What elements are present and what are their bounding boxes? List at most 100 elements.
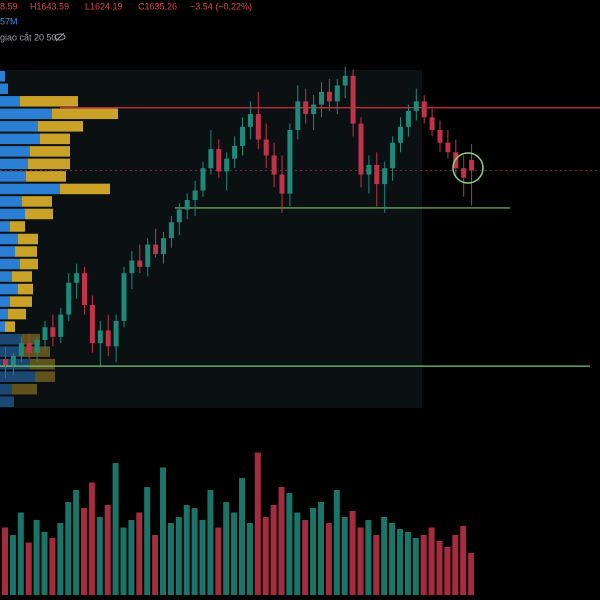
highlight-circle [452, 152, 484, 184]
candle-body [113, 320, 119, 347]
candle-body [263, 139, 269, 156]
volume-bar [191, 508, 198, 595]
volume-bar [2, 527, 8, 595]
volume-bar [144, 487, 151, 595]
candle-body [105, 330, 111, 347]
volume-bar [333, 490, 340, 595]
volume-bar [231, 512, 238, 595]
profile-down [8, 308, 26, 320]
volume-bar [49, 538, 56, 595]
profile-up [0, 258, 20, 270]
profile-up [0, 108, 52, 120]
profile-up [0, 396, 14, 407]
profile-down [25, 208, 53, 220]
volume-bar [420, 535, 427, 595]
profile-down [10, 296, 32, 307]
profile-up [0, 171, 26, 182]
volume-bar [294, 512, 301, 595]
volume-bar [278, 487, 285, 595]
profile-down [30, 358, 55, 370]
profile-up [0, 371, 35, 382]
volume-bar [404, 532, 411, 595]
candle-body [184, 200, 190, 210]
profile-down [18, 283, 33, 295]
volume-bar [136, 512, 143, 595]
candle-body [216, 149, 222, 172]
profile-up [0, 333, 22, 345]
volume-bar [373, 535, 380, 595]
volume-bar [57, 523, 64, 595]
candle-body [461, 168, 467, 178]
volume-bar [167, 523, 174, 595]
profile-up [0, 133, 40, 145]
volume-bar [239, 478, 245, 595]
profile-down [60, 183, 110, 195]
candle-body [50, 327, 56, 337]
profile-up [0, 233, 18, 245]
profile-up [0, 96, 20, 107]
profile-down [12, 271, 32, 282]
candle-body [319, 91, 324, 105]
volume-bar [389, 523, 396, 595]
candle-body [350, 75, 356, 124]
candle-body [469, 159, 475, 171]
profile-down [30, 146, 70, 157]
candle-body [66, 282, 72, 315]
candle-body [26, 343, 32, 353]
candle-body [153, 244, 159, 255]
volume-bar [381, 517, 388, 595]
volume-bar [41, 532, 48, 595]
profile-up [0, 346, 20, 357]
volume-bar [460, 526, 467, 595]
profile-down [12, 383, 37, 395]
profile-down [22, 196, 52, 207]
volume-bar [96, 517, 103, 595]
profile-up [0, 83, 8, 95]
candle-body [232, 145, 238, 159]
candle-body [445, 142, 451, 153]
volume-bar [104, 505, 111, 595]
open: 8.59 [0, 1, 18, 11]
volume-bar [207, 490, 214, 595]
volume-label: 57M [0, 16, 18, 26]
volume-bar [270, 505, 277, 595]
profile-down [5, 321, 15, 332]
candle-body [279, 174, 285, 194]
volume-bar [33, 520, 40, 595]
volume-bar [183, 505, 190, 595]
volume-bar [310, 508, 317, 595]
close: C1635.26 [138, 1, 177, 11]
candle-body [326, 91, 332, 102]
profile-down [52, 108, 118, 120]
candle-body [74, 273, 80, 283]
profile-down [26, 171, 66, 182]
profile-up [0, 246, 15, 257]
volume-bar [325, 523, 332, 595]
candle-body [168, 222, 174, 239]
candle-body [3, 359, 8, 366]
profile-up [0, 158, 28, 170]
volume-bar [17, 512, 24, 595]
candle-body [18, 343, 24, 356]
candle-body [334, 85, 340, 102]
profile-down [10, 221, 25, 232]
candle-body [192, 190, 198, 200]
profile-up [0, 183, 60, 195]
volume-bar [25, 542, 32, 595]
indicator-label[interactable]: giao cắt 20 50 [0, 32, 57, 42]
change: −3.54 (−0.22%) [190, 1, 252, 11]
hide-icon[interactable] [54, 32, 66, 42]
candle-body [413, 101, 419, 111]
volume-bar [73, 490, 80, 595]
volume-bar [444, 547, 451, 595]
levels [0, 107, 600, 367]
profile-up [0, 71, 5, 82]
candle-body [255, 114, 261, 140]
candle-body [374, 165, 380, 185]
volume-bars [2, 452, 475, 595]
profile-up [0, 321, 5, 332]
profile-down [18, 233, 38, 245]
candle-body [10, 355, 16, 366]
volume-bar [223, 502, 230, 595]
